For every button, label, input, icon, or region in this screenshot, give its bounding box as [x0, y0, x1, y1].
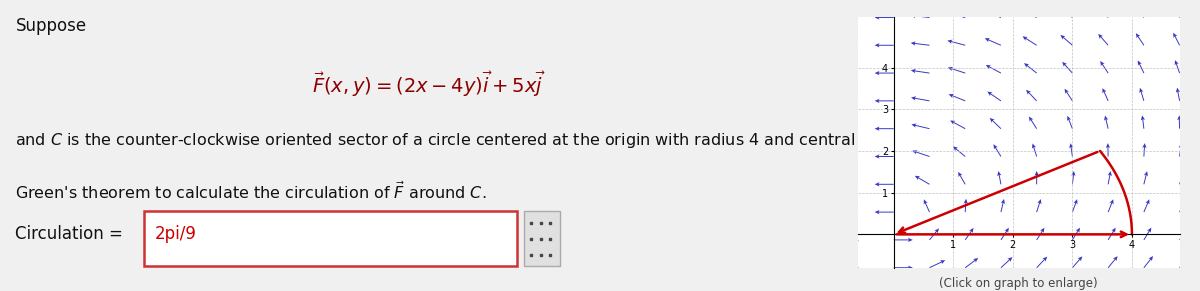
Text: Circulation =: Circulation =: [16, 225, 128, 243]
Text: $\vec{F}(x, y) = (2x - 4y)\vec{i} + 5x\vec{j}$: $\vec{F}(x, y) = (2x - 4y)\vec{i} + 5x\v…: [312, 70, 546, 99]
Text: 2pi/9: 2pi/9: [155, 225, 197, 243]
Text: Suppose: Suppose: [16, 17, 86, 36]
FancyBboxPatch shape: [144, 211, 517, 266]
Text: (Click on graph to enlarge): (Click on graph to enlarge): [940, 276, 1098, 290]
FancyBboxPatch shape: [524, 211, 560, 266]
Text: and $C$ is the counter-clockwise oriented sector of a circle centered at the ori: and $C$ is the counter-clockwise oriente…: [16, 131, 977, 150]
Text: Green's theorem to calculate the circulation of $\vec{F}$ around $C$.: Green's theorem to calculate the circula…: [16, 180, 487, 202]
